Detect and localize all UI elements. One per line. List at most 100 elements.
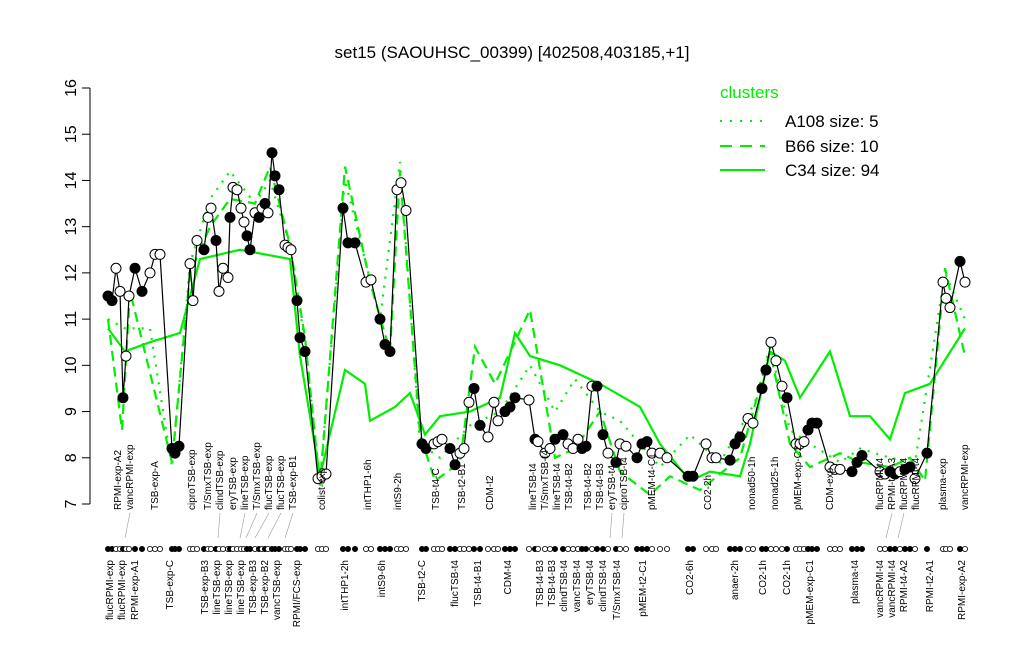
label-leader bbox=[284, 512, 294, 539]
label-leader bbox=[217, 512, 221, 539]
bottom-sample-label: RPMI-t4-A2 bbox=[899, 560, 910, 613]
rug-point bbox=[565, 546, 572, 553]
y-tick-label: 10 bbox=[63, 356, 80, 374]
rug-point bbox=[664, 546, 671, 553]
top-sample-label: CDM-exp bbox=[825, 467, 836, 510]
rug-point bbox=[397, 546, 404, 553]
data-point-filled bbox=[557, 429, 569, 441]
rug-point bbox=[685, 546, 692, 553]
bottom-sample-label: pMEM-exp-C1 bbox=[805, 560, 816, 625]
rug-point bbox=[512, 546, 519, 553]
rug-point bbox=[887, 546, 894, 553]
label-leader bbox=[897, 512, 905, 539]
data-point-open bbox=[235, 202, 247, 214]
data-point-open bbox=[488, 396, 500, 408]
data-point-filled bbox=[349, 237, 361, 249]
rug-point bbox=[827, 546, 834, 553]
rug-point bbox=[763, 546, 770, 553]
data-point-open bbox=[492, 415, 504, 427]
data-point-open bbox=[544, 443, 556, 455]
bottom-sample-label: CDM-t4 bbox=[503, 560, 514, 595]
rug-point bbox=[773, 546, 780, 553]
top-sample-label: nonad25-1h bbox=[770, 457, 781, 510]
top-sample-label: RPMI-exp-A2 bbox=[113, 450, 124, 510]
data-point-filled bbox=[294, 332, 306, 344]
top-sample-label: lineTSB-t4 bbox=[528, 463, 539, 510]
data-point-open bbox=[523, 394, 535, 406]
label-leader bbox=[239, 512, 246, 539]
data-point-filled bbox=[641, 436, 653, 448]
rug-point bbox=[892, 546, 899, 553]
y-tick-label: 15 bbox=[63, 125, 80, 143]
data-point-filled bbox=[734, 431, 746, 443]
data-point-open bbox=[770, 355, 782, 367]
rug-point bbox=[657, 546, 664, 553]
top-sample-label: ciproTSB-t4 bbox=[619, 457, 630, 510]
data-point-filled bbox=[631, 452, 643, 464]
data-point-open bbox=[400, 204, 412, 216]
top-sample-label: ciproTSB-exp bbox=[187, 449, 198, 510]
rug-point bbox=[649, 546, 656, 553]
sample-rug bbox=[105, 546, 969, 553]
rug-point bbox=[131, 546, 138, 553]
y-tick-label: 8 bbox=[63, 453, 80, 462]
data-point-filled bbox=[106, 295, 118, 307]
y-tick-label: 11 bbox=[63, 311, 80, 328]
rug-point bbox=[460, 546, 467, 553]
rug-point bbox=[859, 546, 866, 553]
rug-point bbox=[605, 546, 612, 553]
data-point-open bbox=[184, 258, 196, 270]
bottom-sample-label: TSB-t4-B3 bbox=[535, 560, 546, 607]
data-point-open bbox=[222, 272, 234, 284]
data-point-open bbox=[572, 433, 584, 445]
rug-point bbox=[542, 546, 549, 553]
rug-point bbox=[322, 546, 329, 553]
rug-point bbox=[623, 546, 630, 553]
rug-point bbox=[494, 546, 501, 553]
top-sample-label: flucTSB-exp bbox=[264, 455, 275, 510]
rug-point bbox=[703, 546, 710, 553]
legend-entry-b66: B66 size: 10 bbox=[785, 137, 879, 156]
data-point-open bbox=[602, 447, 614, 459]
rug-point bbox=[367, 546, 374, 553]
data-point-open bbox=[620, 440, 632, 452]
rug-point bbox=[924, 546, 931, 553]
top-sample-label: vancRPMI-exp bbox=[125, 444, 136, 510]
rug-point bbox=[422, 546, 429, 553]
data-point-filled bbox=[253, 211, 265, 223]
rug-point bbox=[745, 546, 752, 553]
data-point-filled bbox=[374, 313, 386, 325]
data-point-filled bbox=[269, 170, 281, 182]
bottom-sample-label: TSB-t4-B1 bbox=[473, 560, 484, 607]
data-point-filled bbox=[273, 184, 285, 196]
data-point-filled bbox=[756, 382, 768, 394]
top-sample-label: CO2-2h bbox=[703, 475, 714, 510]
bottom-sample-label: vancTSB-t4 bbox=[572, 560, 583, 613]
main-series bbox=[102, 147, 971, 485]
rug-point bbox=[351, 546, 358, 553]
rug-point bbox=[535, 546, 542, 553]
bottom-sample-label: lineTSB-exp bbox=[236, 560, 247, 615]
rug-point bbox=[402, 546, 409, 553]
data-point-open bbox=[909, 473, 921, 485]
data-point-filled bbox=[117, 392, 129, 404]
bottom-sample-label: vancTSB-exp bbox=[272, 560, 283, 620]
data-point-open bbox=[747, 417, 759, 429]
label-leader bbox=[245, 512, 258, 539]
y-tick-label: 13 bbox=[63, 218, 80, 236]
top-sample-label: TSB-t4-B2 bbox=[583, 463, 594, 510]
y-tick-label: 9 bbox=[63, 407, 80, 416]
data-point-filled bbox=[384, 345, 396, 357]
rug-point bbox=[275, 546, 282, 553]
rug-point bbox=[784, 546, 791, 553]
top-sample-label: TSB-exp-A bbox=[150, 461, 161, 510]
top-sample-label: vancRPMI-exp bbox=[960, 444, 971, 510]
bottom-sample-label: vancRPMI-t4 bbox=[887, 560, 898, 618]
bottom-sample-label: flucRPMI-exp bbox=[117, 560, 128, 620]
data-point-filled bbox=[173, 440, 185, 452]
data-point-open bbox=[940, 292, 952, 304]
rug-point bbox=[737, 546, 744, 553]
data-point-filled bbox=[687, 470, 699, 482]
data-point-filled bbox=[259, 198, 271, 210]
rug-point bbox=[362, 546, 369, 553]
